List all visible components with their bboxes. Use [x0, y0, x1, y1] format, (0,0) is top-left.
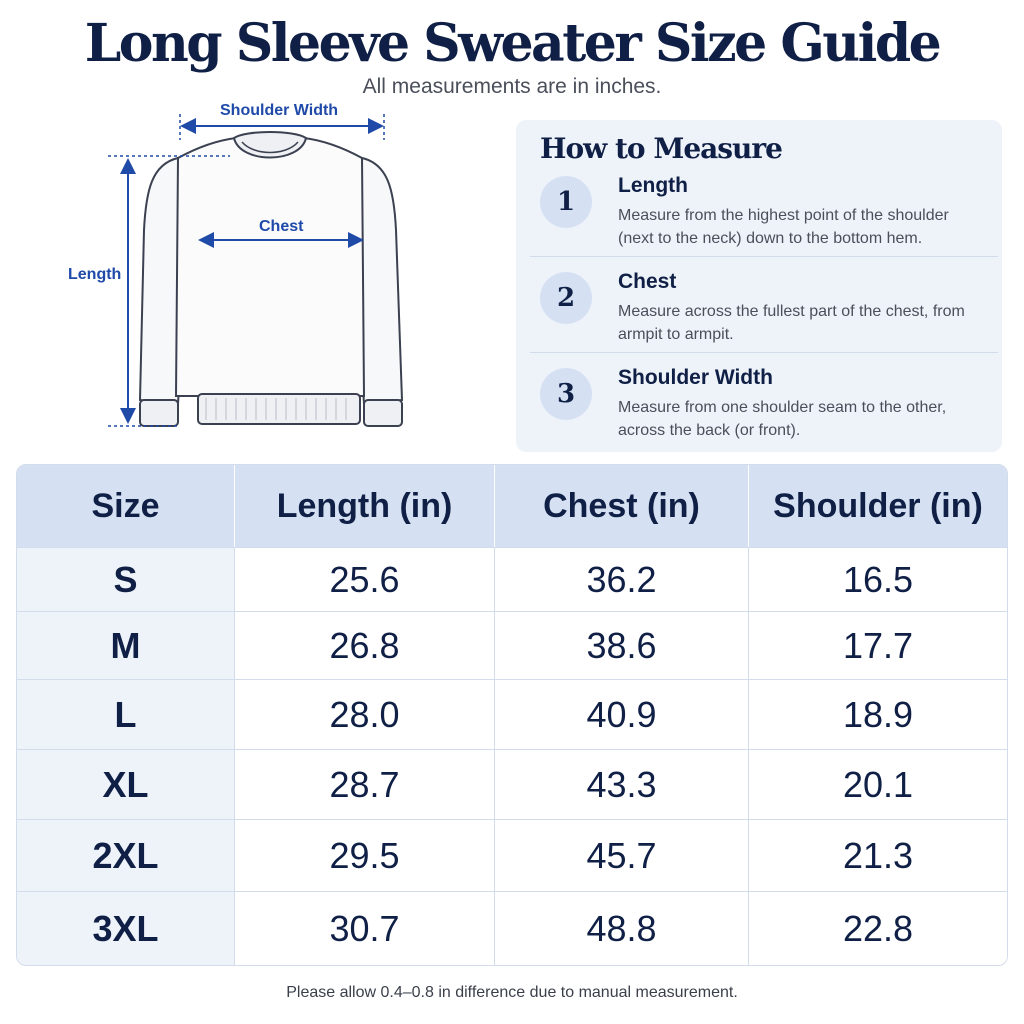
- size-cell: S: [17, 548, 235, 611]
- step-description: Measure across the fullest part of the c…: [618, 303, 965, 343]
- page-subtitle: All measurements are in inches.: [362, 75, 662, 98]
- step-description: Measure from one shoulder seam to the ot…: [618, 399, 947, 439]
- size-cell: M: [17, 612, 235, 679]
- shoulder-cell: 17.7: [749, 612, 1007, 679]
- size-cell: L: [17, 680, 235, 749]
- column-header-length: Length (in): [235, 465, 495, 547]
- column-header-chest: Chest (in): [495, 465, 749, 547]
- shoulder-cell: 18.9: [749, 680, 1007, 749]
- size-cell: 2XL: [17, 820, 235, 891]
- step-chest: 2 Chest Measure across the fullest part …: [540, 270, 984, 362]
- chest-cell: 36.2: [495, 548, 749, 611]
- right-cuff: [363, 399, 403, 427]
- step-heading: Length: [618, 174, 688, 197]
- step-divider: [530, 352, 998, 353]
- chest-cell: 38.6: [495, 612, 749, 679]
- size-cell: 3XL: [17, 892, 235, 965]
- table-header-row: Size Length (in) Chest (in) Shoulder (in…: [17, 465, 1007, 547]
- column-header-shoulder: Shoulder (in): [773, 486, 983, 525]
- length-cell: 29.5: [235, 820, 495, 891]
- step-number-badge: 1: [540, 176, 592, 228]
- step-heading: Shoulder Width: [618, 366, 773, 389]
- shoulder-cell: 21.3: [749, 820, 1007, 891]
- chest-cell: 45.7: [495, 820, 749, 891]
- page-title: Long Sleeve Sweater Size Guide: [84, 13, 942, 74]
- shoulder-width-label: Shoulder Width: [220, 102, 339, 119]
- length-cell: 28.7: [235, 750, 495, 819]
- table-row: XL 28.7 43.3 20.1: [17, 749, 1007, 819]
- step-number-badge: 2: [540, 272, 592, 324]
- size-cell: XL: [17, 750, 235, 819]
- length-label: Length: [68, 266, 122, 283]
- shoulder-cell: 20.1: [749, 750, 1007, 819]
- sweater-hem: [197, 393, 361, 425]
- step-heading: Chest: [618, 270, 677, 293]
- length-cell: 30.7: [235, 892, 495, 965]
- how-to-measure-panel: How to Measure 1 Length Measure from the…: [516, 120, 1002, 452]
- measurement-footnote: Please allow 0.4–0.8 in difference due t…: [286, 984, 738, 1001]
- shoulder-cell: 22.8: [749, 892, 1007, 965]
- chest-label: Chest: [259, 218, 304, 235]
- table-row: S 25.6 36.2 16.5: [17, 547, 1007, 611]
- table-row: L 28.0 40.9 18.9: [17, 679, 1007, 749]
- length-cell: 25.6: [235, 548, 495, 611]
- length-cell: 28.0: [235, 680, 495, 749]
- chest-cell: 48.8: [495, 892, 749, 965]
- table-row: 2XL 29.5 45.7 21.3: [17, 819, 1007, 891]
- sweater-illustration: [108, 114, 404, 427]
- left-cuff: [139, 399, 179, 427]
- step-divider: [530, 256, 998, 257]
- how-to-measure-title: How to Measure: [540, 132, 783, 165]
- step-description: Measure from the highest point of the sh…: [618, 207, 949, 247]
- step-number-badge: 3: [540, 368, 592, 420]
- column-header-size: Size: [17, 465, 235, 547]
- chest-cell: 43.3: [495, 750, 749, 819]
- chest-cell: 40.9: [495, 680, 749, 749]
- step-shoulder-width: 3 Shoulder Width Measure from one should…: [540, 366, 984, 458]
- table-row: 3XL 30.7 48.8 22.8: [17, 891, 1007, 965]
- sweater-body: [174, 136, 366, 397]
- shoulder-cell: 16.5: [749, 548, 1007, 611]
- step-length: 1 Length Measure from the highest point …: [540, 174, 984, 266]
- length-cell: 26.8: [235, 612, 495, 679]
- size-table: Size Length (in) Chest (in) Shoulder (in…: [16, 464, 1008, 966]
- sweater-diagram: Shoulder Width Chest Length: [60, 100, 480, 440]
- table-row: M 26.8 38.6 17.7: [17, 611, 1007, 679]
